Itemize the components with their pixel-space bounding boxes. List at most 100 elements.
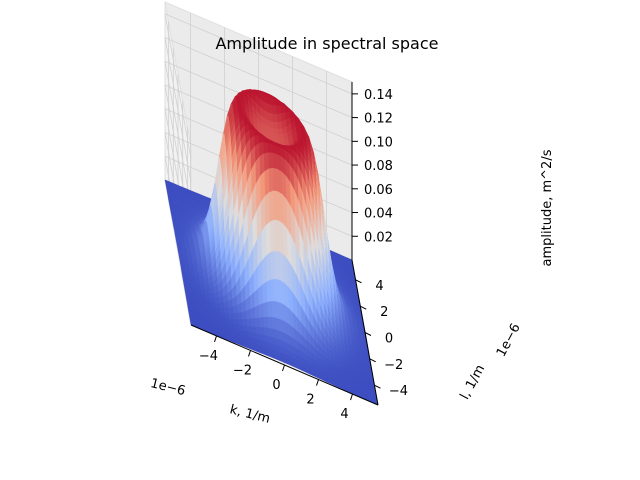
surface-patch — [193, 267, 199, 273]
z-tick-label: 0.12 — [364, 112, 393, 127]
y-tick-label: 2 — [380, 305, 388, 320]
surface-patch — [219, 302, 225, 309]
y-scale-label: 1e−6 — [494, 321, 524, 359]
surface-patch — [198, 275, 205, 281]
y-tick-mark — [360, 305, 367, 310]
y-tick-mark — [364, 332, 372, 336]
surface-patch — [232, 304, 239, 314]
surface-patch — [183, 235, 189, 240]
x-tick-label: 4 — [340, 407, 348, 422]
surface-patch — [188, 264, 194, 269]
z-tick-label: 0.06 — [364, 183, 393, 198]
surface-patch — [183, 238, 190, 243]
x-tick-mark — [350, 393, 353, 401]
surface-patch — [268, 167, 275, 193]
surface-patch — [246, 318, 253, 327]
z-tick-label: 0.14 — [364, 88, 393, 103]
surface-patch — [265, 191, 271, 226]
surface-patch — [271, 278, 277, 302]
surface-patch — [263, 152, 270, 172]
surface-patch — [228, 306, 234, 314]
y-tick-label: −4 — [389, 384, 408, 399]
surface-patch — [194, 271, 200, 277]
surface-patch — [238, 319, 244, 326]
x-tick-label: −2 — [233, 364, 252, 379]
x-axis-label: k, 1/m — [228, 402, 272, 426]
surface-patch — [267, 301, 273, 318]
surface-plot — [164, 89, 379, 406]
surface-patch — [258, 284, 264, 306]
z-grid-line — [164, 36, 353, 183]
surface-patch — [218, 295, 225, 304]
surface-patch — [274, 250, 281, 281]
surface-patch — [277, 121, 283, 130]
surface-patch — [268, 152, 274, 169]
surface-patch — [258, 303, 265, 318]
x-tick-label: 2 — [306, 393, 314, 408]
surface-patch — [189, 268, 195, 273]
surface-patch — [261, 224, 267, 261]
surface-patch — [275, 278, 281, 304]
surface-patch — [262, 281, 268, 304]
surface-patch — [259, 316, 265, 328]
x-tick-mark — [316, 379, 319, 386]
surface-patch — [194, 276, 200, 281]
surface-patch — [261, 254, 268, 285]
surface-patch — [280, 105, 286, 114]
chart-title: Amplitude in spectral space — [215, 34, 438, 53]
surface-patch — [187, 257, 193, 262]
surface-patch — [229, 313, 235, 320]
surface-patch — [269, 219, 276, 253]
surface-patch — [269, 190, 275, 222]
x-tick-mark — [214, 335, 217, 343]
y-axis-label: l, 1/m — [458, 362, 489, 402]
surface-patch — [200, 284, 206, 290]
surface-patch — [214, 297, 220, 304]
axes-lines — [190, 82, 381, 406]
surface-patch — [186, 253, 193, 259]
surface-patch — [209, 292, 216, 299]
x-tick-mark — [282, 364, 285, 372]
tick-labels: −4 −2 0 2 4 −4 −2 0 2 4 0.02 0.04 0.06 0.08 0.10 0.12 0.… — [199, 88, 408, 422]
x-tick-label: 0 — [272, 378, 280, 393]
surface-patch — [223, 300, 230, 309]
surface-patch — [270, 250, 276, 280]
surface-patch — [254, 304, 260, 319]
x-scale-label: 1e−6 — [149, 376, 187, 399]
z-tick-label: 0.04 — [364, 207, 393, 222]
z-tick-label: 0.10 — [364, 135, 393, 150]
surface-patch — [204, 283, 210, 290]
surface-patch — [188, 261, 194, 266]
surface-patch — [255, 326, 262, 335]
y-tick-label: 4 — [375, 279, 383, 294]
surface-patch — [250, 306, 256, 320]
surface-patch — [241, 310, 248, 320]
surface-patch — [263, 301, 269, 318]
surface-patch — [271, 301, 277, 319]
surface-patch — [233, 312, 239, 320]
surface-patch — [267, 316, 274, 330]
surface-patch — [276, 113, 283, 123]
z-tick-label: 0.02 — [364, 230, 393, 245]
surface-patch — [199, 279, 205, 286]
y-tick-mark — [374, 384, 381, 389]
surface-patch — [264, 168, 270, 197]
surface-patch — [250, 318, 257, 328]
surface-patch — [210, 297, 216, 304]
surface-patch — [277, 128, 284, 135]
surface-patch — [277, 191, 284, 224]
surface-patch — [274, 219, 280, 253]
y-tick-mark — [369, 358, 376, 363]
surface-patch — [215, 302, 221, 309]
surface-patch — [263, 316, 270, 329]
x-tick-mark — [248, 350, 251, 357]
z-axis-label: amplitude, m^2/s — [540, 149, 555, 266]
z-tick-label: 0.08 — [364, 159, 393, 174]
y-tick-label: −2 — [384, 358, 403, 373]
surface-patch — [242, 318, 248, 327]
surface-patch — [246, 308, 252, 320]
surface-patch — [204, 288, 211, 294]
z-grid-line — [164, 13, 353, 159]
surface-patch — [266, 251, 272, 282]
